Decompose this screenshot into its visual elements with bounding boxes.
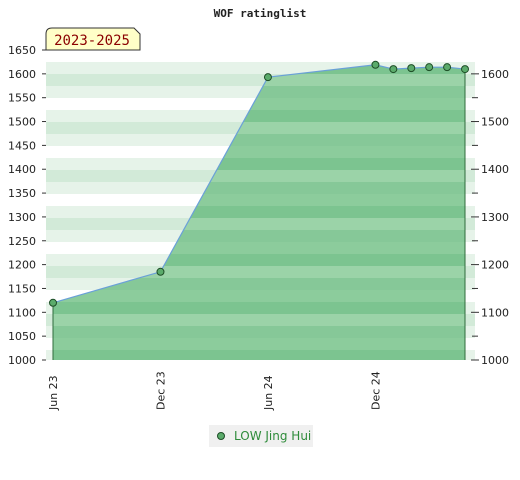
data-point xyxy=(49,298,57,307)
y-tick-label-left: 1300 xyxy=(8,211,36,224)
y-tick-label-right: 1600 xyxy=(481,68,509,81)
period-badge-label: 2023-2025 xyxy=(54,33,130,49)
y-tick-label-left: 1050 xyxy=(8,330,36,343)
y-tick-label-left: 1350 xyxy=(8,187,36,200)
chart-title: WOF ratinglist xyxy=(214,7,307,20)
legend[interactable]: LOW Jing Hui xyxy=(209,425,313,447)
data-point xyxy=(389,65,398,74)
y-tick-label-left: 1550 xyxy=(8,92,36,105)
y-tick-label-left: 1400 xyxy=(8,163,36,176)
y-tick-label-left: 1000 xyxy=(8,354,36,367)
data-point xyxy=(407,64,416,73)
y-tick-label-right: 1000 xyxy=(481,354,509,367)
y-tick-label-right: 1500 xyxy=(481,116,509,129)
y-tick-label-left: 1500 xyxy=(8,116,36,129)
legend-box xyxy=(209,425,313,447)
area-band xyxy=(53,350,465,360)
y-tick-label-left: 1100 xyxy=(8,306,36,319)
x-tick-label: Dec 23 xyxy=(154,371,167,410)
y-tick-label-right: 1300 xyxy=(481,211,509,224)
background-band xyxy=(46,50,475,62)
x-tick-label: Jun 23 xyxy=(47,375,60,411)
y-tick-label-left: 1150 xyxy=(8,282,36,295)
area-band xyxy=(53,290,465,302)
x-tick-label: Dec 24 xyxy=(369,371,382,410)
area-band xyxy=(53,314,465,326)
data-point xyxy=(425,63,434,72)
y-axis-left: 1000 1050 1100 1150 1200 1250 1300 1350 1400 1450… xyxy=(8,44,46,367)
y-tick-label-left: 1650 xyxy=(8,44,36,57)
y-tick-label-left: 1200 xyxy=(8,259,36,272)
x-axis: Jun 23 Dec 23 Jun 24 Dec 24 xyxy=(47,371,382,411)
y-tick-label-left: 1250 xyxy=(8,235,36,248)
data-points xyxy=(49,60,469,307)
area-band xyxy=(53,302,465,314)
data-point xyxy=(443,63,452,72)
y-tick-label-left: 1450 xyxy=(8,139,36,152)
y-tick-label-left: 1600 xyxy=(8,68,36,81)
data-point xyxy=(371,60,380,69)
y-tick-label-right: 1100 xyxy=(481,306,509,319)
data-point xyxy=(461,65,469,74)
period-badge-box xyxy=(45,27,141,51)
x-tick-label: Jun 24 xyxy=(262,375,275,411)
y-axis-right: 1000 1100 1200 1300 1400 1500 1600 xyxy=(471,68,509,367)
y-tick-label-right: 1400 xyxy=(481,163,509,176)
data-point xyxy=(156,267,165,276)
data-point xyxy=(263,73,272,82)
period-badge: 2023-2025 xyxy=(45,27,141,51)
area-band xyxy=(53,338,465,350)
area-band xyxy=(53,326,465,338)
legend-label: LOW Jing Hui xyxy=(234,429,311,443)
area-band xyxy=(53,278,465,290)
legend-marker xyxy=(217,432,225,440)
y-tick-label-right: 1200 xyxy=(481,259,509,272)
